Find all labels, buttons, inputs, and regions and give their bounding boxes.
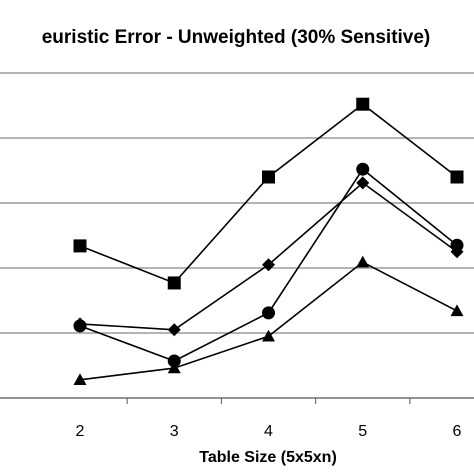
x-tick-label: 6 xyxy=(453,423,462,440)
marker xyxy=(167,323,181,337)
marker xyxy=(262,170,275,184)
x-tick-label: 2 xyxy=(76,423,85,440)
marker xyxy=(262,258,275,272)
marker xyxy=(356,162,370,176)
marker xyxy=(356,255,370,268)
series-line xyxy=(79,261,458,381)
x-tick-label: 3 xyxy=(170,423,179,440)
marker xyxy=(73,319,87,333)
marker xyxy=(450,238,464,252)
x-tick-label: 4 xyxy=(264,423,273,440)
marker xyxy=(167,276,181,290)
marker xyxy=(450,170,464,184)
marker xyxy=(167,361,181,374)
marker xyxy=(356,176,370,190)
chart-title: euristic Error - Unweighted (30% Sensiti… xyxy=(42,27,431,48)
marker xyxy=(73,373,87,385)
marker xyxy=(73,239,87,253)
x-tick-label: 5 xyxy=(358,423,367,440)
x-axis-title: Table Size (5x5xn) xyxy=(199,449,337,466)
series-line xyxy=(79,103,458,284)
marker xyxy=(356,97,370,111)
marker xyxy=(262,306,275,320)
marker xyxy=(167,354,181,368)
marker xyxy=(450,304,464,317)
marker xyxy=(262,329,275,342)
